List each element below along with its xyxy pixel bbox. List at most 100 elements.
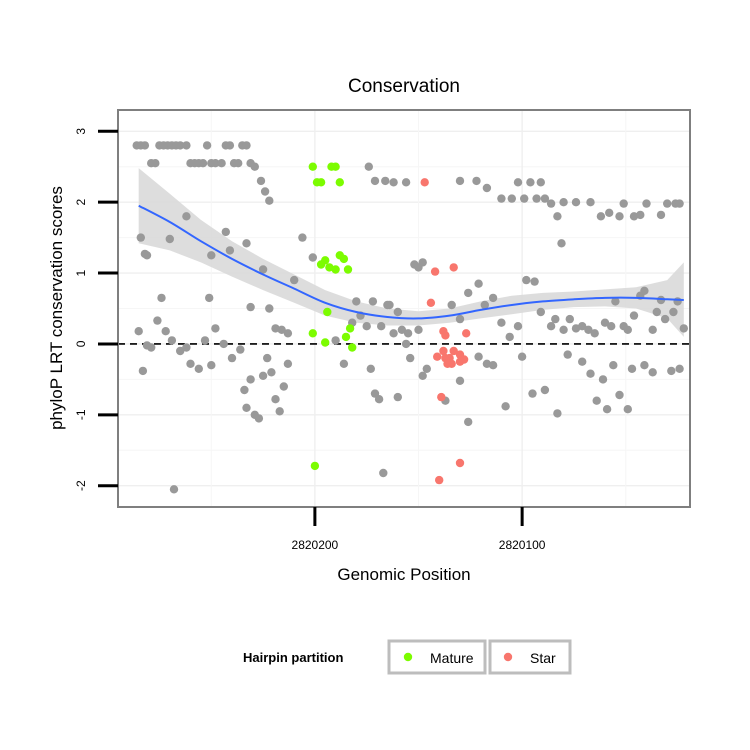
data-point-other	[267, 368, 276, 377]
data-point-other	[497, 318, 506, 327]
data-point-other	[553, 212, 562, 221]
data-point-mature	[331, 265, 340, 274]
plot-border	[117, 109, 691, 508]
data-point-other	[147, 343, 156, 352]
data-point-other	[536, 307, 545, 317]
data-point-other	[176, 141, 185, 150]
data-point-star	[443, 359, 452, 368]
data-point-other	[221, 227, 230, 237]
x-axis-title: Genomic Position	[337, 565, 470, 584]
data-point-other	[138, 366, 148, 376]
data-point-other	[464, 417, 473, 427]
data-point-other	[364, 162, 373, 171]
data-point-other	[211, 159, 220, 168]
data-point-other	[586, 369, 595, 378]
data-point-mature	[310, 461, 320, 471]
data-point-other	[406, 353, 415, 363]
x-tick-label: 2820200	[292, 538, 339, 552]
data-point-other	[559, 325, 568, 334]
data-point-other	[271, 395, 280, 404]
data-point-other	[381, 176, 390, 186]
data-point-other	[571, 198, 581, 207]
data-point-other	[679, 324, 688, 333]
data-point-other	[507, 194, 516, 203]
data-point-other	[472, 176, 481, 186]
y-axis: -2 -1 0 1 2 3	[74, 128, 118, 491]
data-point-other	[254, 414, 264, 423]
data-point-other	[520, 194, 529, 203]
data-point-star	[430, 267, 440, 276]
data-point-other	[275, 407, 284, 416]
data-point-other	[609, 361, 618, 370]
data-point-other	[414, 325, 423, 334]
data-point-other	[362, 322, 371, 331]
data-point-other	[219, 339, 228, 349]
data-point-other	[370, 176, 380, 186]
series-other	[132, 141, 688, 494]
data-point-star	[449, 263, 458, 272]
data-point-other	[240, 385, 249, 395]
data-point-other	[602, 405, 612, 414]
data-point-other	[615, 212, 624, 221]
data-point-mature	[331, 162, 340, 171]
data-point-other	[663, 199, 672, 208]
data-point-other	[455, 314, 465, 324]
data-point-other	[488, 361, 498, 370]
data-point-star	[455, 458, 465, 468]
data-point-other	[422, 364, 431, 373]
data-point-other	[217, 159, 226, 168]
data-point-other	[283, 359, 293, 368]
data-point-other	[563, 350, 572, 359]
data-point-other	[182, 343, 191, 352]
legend-label-star: Star	[530, 650, 556, 666]
legend-key-mature-dot	[403, 652, 413, 662]
data-point-other	[488, 293, 498, 303]
x-tick-label: 2820100	[499, 538, 546, 552]
data-point-other	[447, 300, 456, 310]
data-point-other	[629, 311, 639, 320]
data-point-other	[366, 364, 375, 373]
y-tick-label: -2	[74, 480, 88, 491]
data-point-mature	[335, 178, 344, 187]
data-point-other	[675, 364, 684, 373]
data-point-mature	[321, 338, 330, 347]
data-point-star	[420, 178, 429, 187]
data-point-other	[598, 375, 608, 384]
legend-key-star-dot	[503, 652, 513, 662]
data-point-other	[198, 159, 208, 168]
legend-entry-star: Star	[488, 639, 572, 675]
data-point-other	[611, 297, 620, 306]
data-point-other	[151, 159, 160, 168]
data-point-other	[648, 368, 657, 377]
data-point-other	[165, 234, 174, 244]
data-point-other	[546, 322, 556, 331]
legend-label-mature: Mature	[430, 650, 474, 666]
data-point-other	[629, 212, 639, 221]
data-point-other	[153, 316, 162, 325]
legend-entry-mature: Mature	[387, 639, 487, 675]
data-point-other	[401, 339, 411, 349]
data-point-other	[540, 385, 550, 395]
data-point-other	[383, 300, 392, 310]
y-tick-label: 3	[74, 128, 88, 135]
data-point-other	[474, 352, 483, 361]
data-point-other	[182, 212, 191, 221]
data-point-other	[532, 194, 541, 203]
data-points	[132, 141, 688, 494]
y-tick-label: 1	[74, 269, 88, 276]
data-point-other	[227, 353, 237, 363]
data-point-other	[389, 329, 398, 338]
data-point-other	[596, 212, 606, 221]
data-point-other	[176, 346, 185, 356]
data-point-mature	[321, 256, 330, 265]
data-point-other	[590, 329, 599, 338]
data-point-other	[455, 176, 465, 186]
y-tick-label: -1	[74, 409, 88, 420]
data-point-other	[225, 141, 235, 150]
data-point-other	[501, 402, 510, 411]
data-point-other	[586, 198, 595, 207]
data-point-other	[207, 251, 216, 260]
data-point-other	[393, 307, 402, 317]
data-point-other	[290, 275, 299, 285]
